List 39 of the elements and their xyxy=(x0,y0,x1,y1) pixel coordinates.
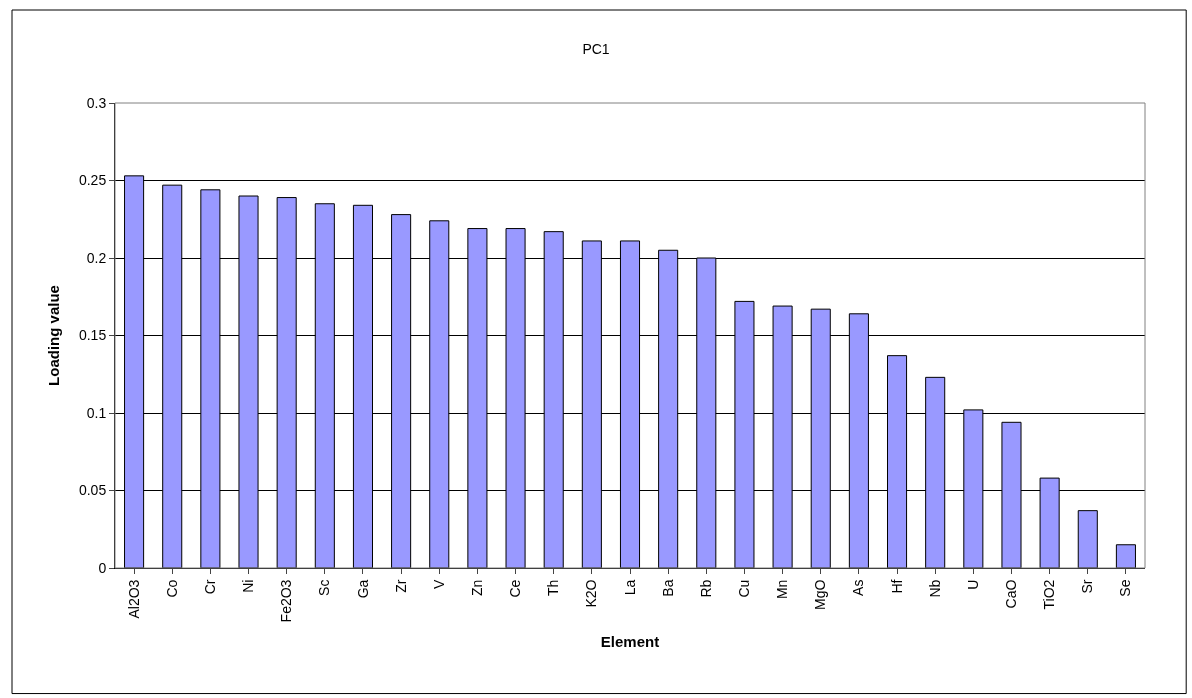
x-tick-label: Th xyxy=(545,579,562,596)
x-tick-label: Sr xyxy=(1079,579,1096,594)
x-tick-label: Hf xyxy=(888,579,905,594)
y-tick-label: 0.25 xyxy=(78,172,107,189)
x-tick-label: La xyxy=(621,579,638,596)
x-tick-label: Ba xyxy=(659,579,676,597)
bar xyxy=(1115,544,1136,568)
x-tick-label: Zr xyxy=(392,579,409,593)
y-tick-label: 0.3 xyxy=(86,94,107,111)
x-tick-label: Ce xyxy=(507,579,524,598)
x-tick-label: Se xyxy=(1117,579,1134,597)
y-tick-label: 0 xyxy=(98,559,107,576)
x-tick-label: Ni xyxy=(240,579,257,593)
x-tick-label: TiO2 xyxy=(1041,579,1058,610)
x-tick-label: Rb xyxy=(697,579,714,598)
x-tick-label: Fe2O3 xyxy=(278,579,295,623)
x-tick-label: V xyxy=(430,578,447,589)
y-tick-label: 0.15 xyxy=(78,327,107,344)
y-tick-label: 0.2 xyxy=(86,249,107,266)
x-tick-label: Nb xyxy=(926,579,943,598)
bar xyxy=(1077,510,1098,568)
chart-title: PC1 xyxy=(582,40,610,57)
x-tick-label: Co xyxy=(163,579,180,598)
y-axis-title: Loading value xyxy=(45,285,63,386)
y-tick-label: 0.1 xyxy=(86,404,107,421)
x-tick-label: Cu xyxy=(735,579,752,598)
x-axis-title: Element xyxy=(600,633,660,651)
x-tick-label: Al2O3 xyxy=(125,579,142,619)
x-tick-label: CaO xyxy=(1003,579,1020,609)
x-tick-label: K2O xyxy=(583,579,600,608)
x-tick-label: As xyxy=(850,579,867,596)
x-tick-label: Zn xyxy=(468,579,485,596)
x-tick-label: U xyxy=(964,579,981,590)
x-tick-label: Cr xyxy=(201,579,218,595)
x-tick-label: MgO xyxy=(812,579,829,610)
x-tick-label: Mn xyxy=(774,579,791,600)
x-tick-label: Sc xyxy=(316,579,333,596)
y-tick-label: 0.05 xyxy=(78,482,107,499)
x-tick-label: Ga xyxy=(354,579,371,599)
